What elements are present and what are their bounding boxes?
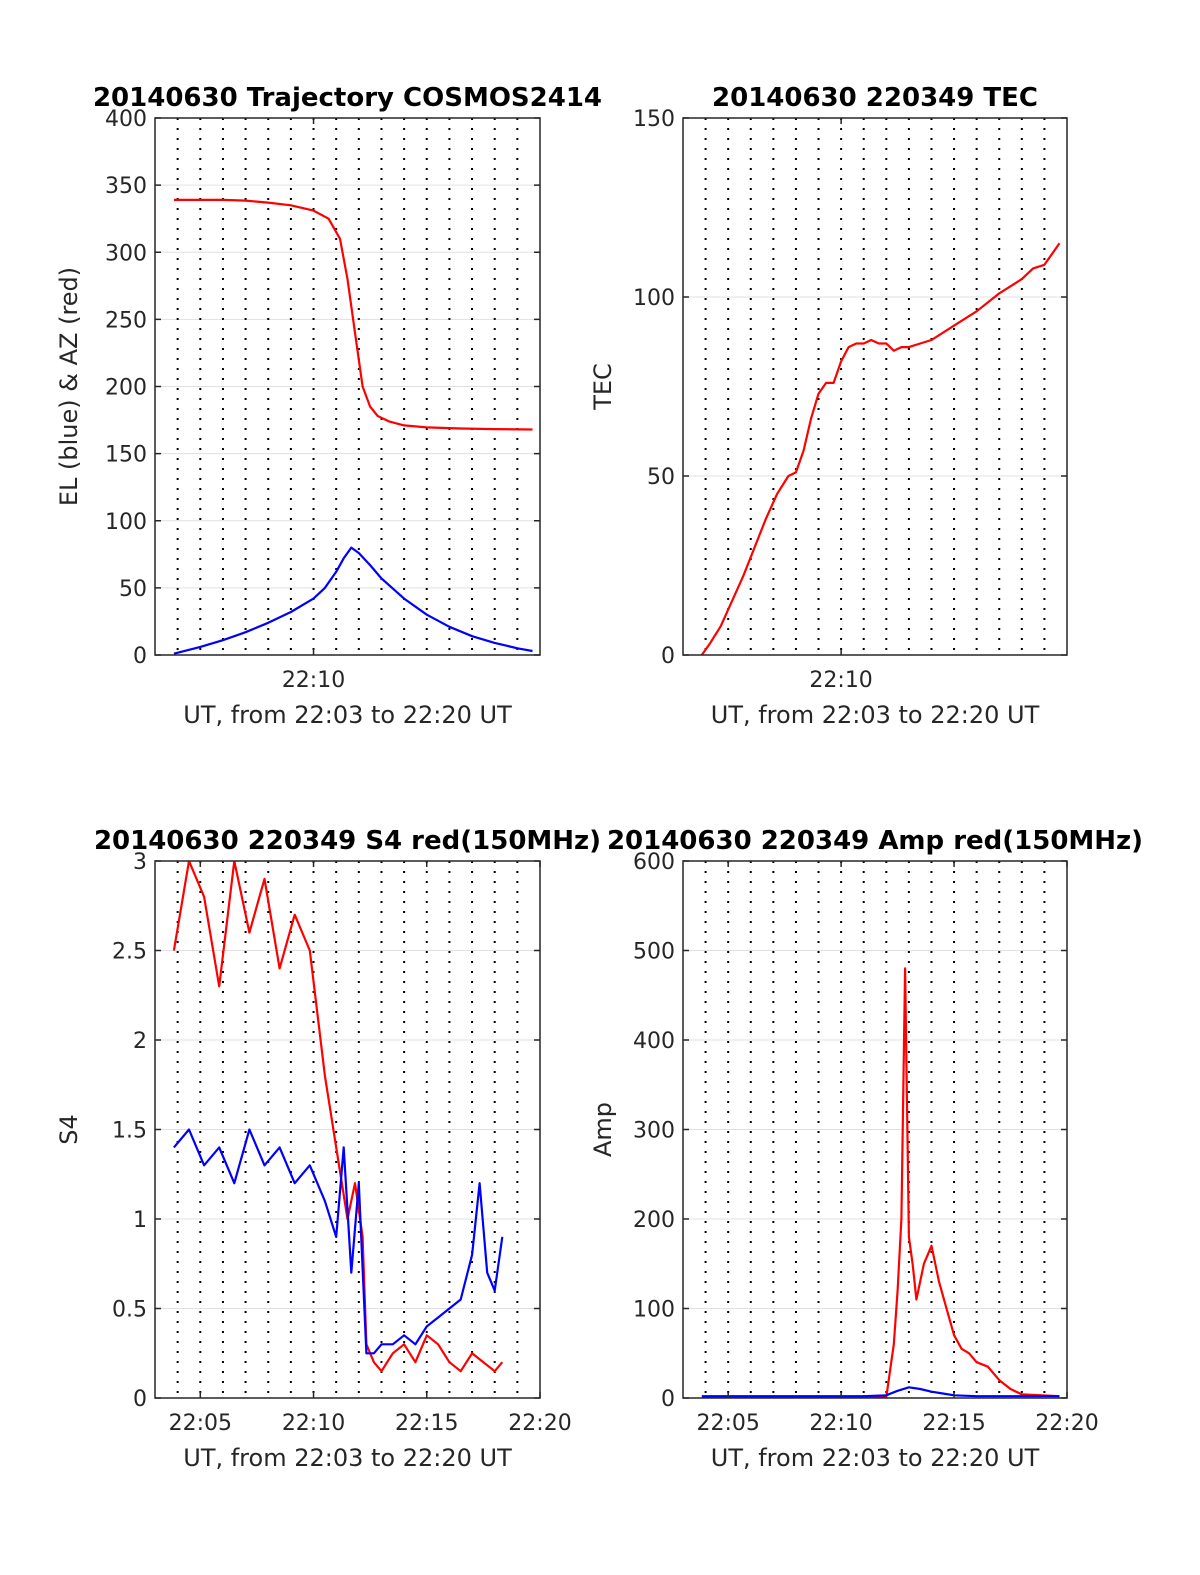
y-tick-label: 0 [133, 644, 147, 669]
panel-3: 0 0.5 1 1.5 2 2.5 3 22:05 22:10 22:15 22:20 2014063… [55, 826, 601, 1472]
x-tick-label: 22:15 [395, 1411, 458, 1436]
y-tick-label: 400 [633, 1029, 675, 1054]
series-line-1 [173, 198, 533, 431]
y-tick-label: 3 [133, 850, 147, 875]
series-line-1 [701, 967, 1060, 1398]
y-tick-label: 100 [105, 510, 147, 535]
panel-1: 0 50 100 150 200 250 300 350 400 22:10 20140630 Tr… [55, 83, 602, 729]
series-line-1 [172, 861, 504, 1373]
y-tick-label: 2 [133, 1029, 147, 1054]
y-tick-label: 200 [105, 376, 147, 401]
axes-box [682, 117, 1068, 656]
chart-title: 20140630 220349 S4 red(150MHz) [94, 826, 601, 856]
series-group [701, 967, 1060, 1398]
x-tick-label: 22:10 [282, 668, 345, 693]
x-tick-label: 22:20 [508, 1411, 571, 1436]
x-axis-label: UT, from 22:03 to 22:20 UT [711, 1444, 1040, 1472]
y-tick-label: 250 [105, 308, 147, 333]
x-axis-label: UT, from 22:03 to 22:20 UT [711, 701, 1040, 729]
series-group [172, 861, 504, 1373]
series-line-2 [173, 1128, 504, 1355]
y-axis-label: EL (blue) & AZ (red) [55, 267, 83, 506]
y-tick-label: 0 [661, 644, 675, 669]
x-axis-label: UT, from 22:03 to 22:20 UT [183, 1444, 512, 1472]
y-tick-label: 400 [105, 107, 147, 132]
y-tick-label: 1.5 [112, 1119, 147, 1144]
x-tick-label: 22:10 [282, 1411, 345, 1436]
chart-title: 20140630 220349 TEC [712, 83, 1038, 113]
y-tick-label: 100 [633, 286, 675, 311]
y-tick-label: 0 [661, 1387, 675, 1412]
y-tick-label: 1 [133, 1208, 147, 1233]
y-tick-label: 50 [647, 465, 675, 490]
y-tick-label: 300 [105, 241, 147, 266]
series-group [700, 242, 1061, 655]
panel-2: 0 50 100 150 22:10 20140630 220349 TEC UT, fro… [589, 83, 1068, 729]
series-line-2 [701, 1386, 1060, 1398]
y-axis-label: Amp [589, 1102, 617, 1157]
x-tick-label: 22:10 [809, 668, 872, 693]
series-line-2 [173, 546, 533, 655]
y-tick-label: 50 [119, 577, 147, 602]
plot-area [683, 118, 1067, 655]
series-group [173, 198, 533, 655]
chart-title: 20140630 Trajectory COSMOS2414 [93, 83, 602, 113]
y-axis-label: S4 [55, 1114, 83, 1145]
x-axis-label: UT, from 22:03 to 22:20 UT [183, 701, 512, 729]
y-tick-label: 300 [633, 1119, 675, 1144]
y-tick-label: 2.5 [112, 940, 147, 965]
x-tick-label: 22:05 [696, 1411, 759, 1436]
y-tick-label: 350 [105, 174, 147, 199]
y-tick-label: 500 [633, 940, 675, 965]
series-line-1 [700, 242, 1061, 655]
y-tick-label: 100 [633, 1298, 675, 1323]
y-tick-label: 150 [633, 107, 675, 132]
y-tick-label: 150 [105, 443, 147, 468]
x-tick-label: 22:15 [922, 1411, 985, 1436]
x-tick-label: 22:10 [809, 1411, 872, 1436]
y-tick-label: 600 [633, 850, 675, 875]
x-tick-label: 22:05 [169, 1411, 232, 1436]
y-tick-label: 200 [633, 1208, 675, 1233]
y-axis-label: TEC [589, 363, 617, 411]
chart-title: 20140630 220349 Amp red(150MHz) [607, 826, 1143, 856]
panel-4: 0 100 200 300 400 500 600 22:05 22:10 22:15 22:20 2… [589, 826, 1143, 1472]
x-tick-label: 22:20 [1035, 1411, 1098, 1436]
y-tick-label: 0.5 [112, 1298, 147, 1323]
y-tick-label: 0 [133, 1387, 147, 1412]
